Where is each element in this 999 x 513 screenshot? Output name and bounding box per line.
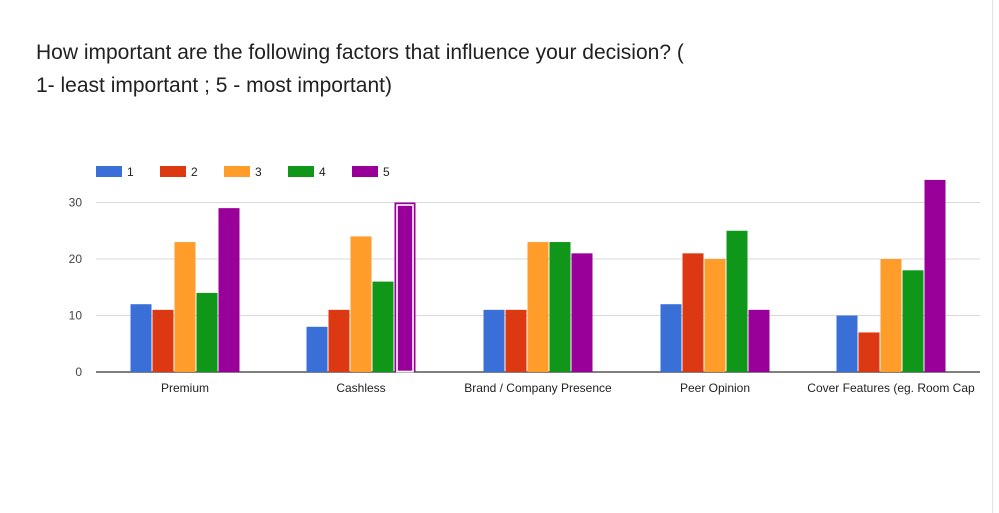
bar[interactable] xyxy=(726,230,748,372)
legend-label: 5 xyxy=(383,165,390,179)
chart-title: How important are the following factors … xyxy=(36,36,816,102)
y-tick-label: 0 xyxy=(75,365,82,379)
bar-hover-highlight xyxy=(396,204,414,373)
bar[interactable] xyxy=(350,236,372,372)
legend-label: 1 xyxy=(127,165,134,179)
x-category-label: Brand / Company Presence xyxy=(464,381,612,395)
legend-label: 3 xyxy=(255,165,262,179)
bar[interactable] xyxy=(130,304,152,372)
panel-right-border xyxy=(992,0,993,513)
legend-swatch xyxy=(96,166,122,177)
y-tick-label: 10 xyxy=(69,309,83,323)
bar[interactable] xyxy=(218,208,240,372)
x-category-label: Premium xyxy=(161,381,209,395)
bar[interactable] xyxy=(394,202,416,373)
bar[interactable] xyxy=(549,242,571,372)
bar[interactable] xyxy=(328,309,350,372)
y-tick-label: 30 xyxy=(69,196,83,210)
bars xyxy=(130,179,946,373)
bar[interactable] xyxy=(748,309,770,372)
bar[interactable] xyxy=(858,332,880,372)
bar[interactable] xyxy=(924,179,946,372)
bar[interactable] xyxy=(704,259,726,372)
y-tick-label: 20 xyxy=(69,252,83,266)
x-category-label: Cover Features (eg. Room Cap xyxy=(807,381,975,395)
legend: 1 2 3 4 5 xyxy=(96,165,390,179)
y-axis-ticks: 0 10 20 30 xyxy=(69,196,83,380)
legend-label: 2 xyxy=(191,165,198,179)
legend-swatch xyxy=(352,166,378,177)
chart-title-line-2: 1- least important ; 5 - most important) xyxy=(36,74,392,97)
bar[interactable] xyxy=(571,253,593,372)
bar[interactable] xyxy=(483,309,505,372)
bar[interactable] xyxy=(682,253,704,372)
bar[interactable] xyxy=(372,281,394,372)
bar[interactable] xyxy=(152,309,174,372)
x-category-label: Peer Opinion xyxy=(680,381,750,395)
legend-label: 4 xyxy=(319,165,326,179)
legend-swatch xyxy=(288,166,314,177)
bar[interactable] xyxy=(836,315,858,373)
bar[interactable] xyxy=(196,292,218,372)
x-axis-categories: Premium Cashless Brand / Company Presence P… xyxy=(161,381,975,395)
bar[interactable] xyxy=(505,309,527,372)
bar[interactable] xyxy=(174,242,196,372)
bar[interactable] xyxy=(880,259,902,372)
bar[interactable] xyxy=(527,242,549,372)
bar[interactable] xyxy=(306,326,328,372)
chart-title-line-1: How important are the following factors … xyxy=(36,41,684,64)
legend-swatch xyxy=(224,166,250,177)
x-category-label: Cashless xyxy=(336,381,385,395)
legend-swatch xyxy=(160,166,186,177)
bar[interactable] xyxy=(902,270,924,372)
bar[interactable] xyxy=(660,304,682,372)
